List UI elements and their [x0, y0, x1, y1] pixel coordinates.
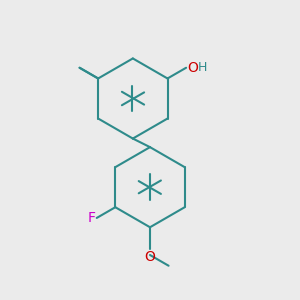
Text: O: O — [145, 250, 155, 264]
Text: H: H — [198, 61, 208, 74]
Text: F: F — [88, 211, 96, 225]
Text: O: O — [188, 61, 198, 75]
